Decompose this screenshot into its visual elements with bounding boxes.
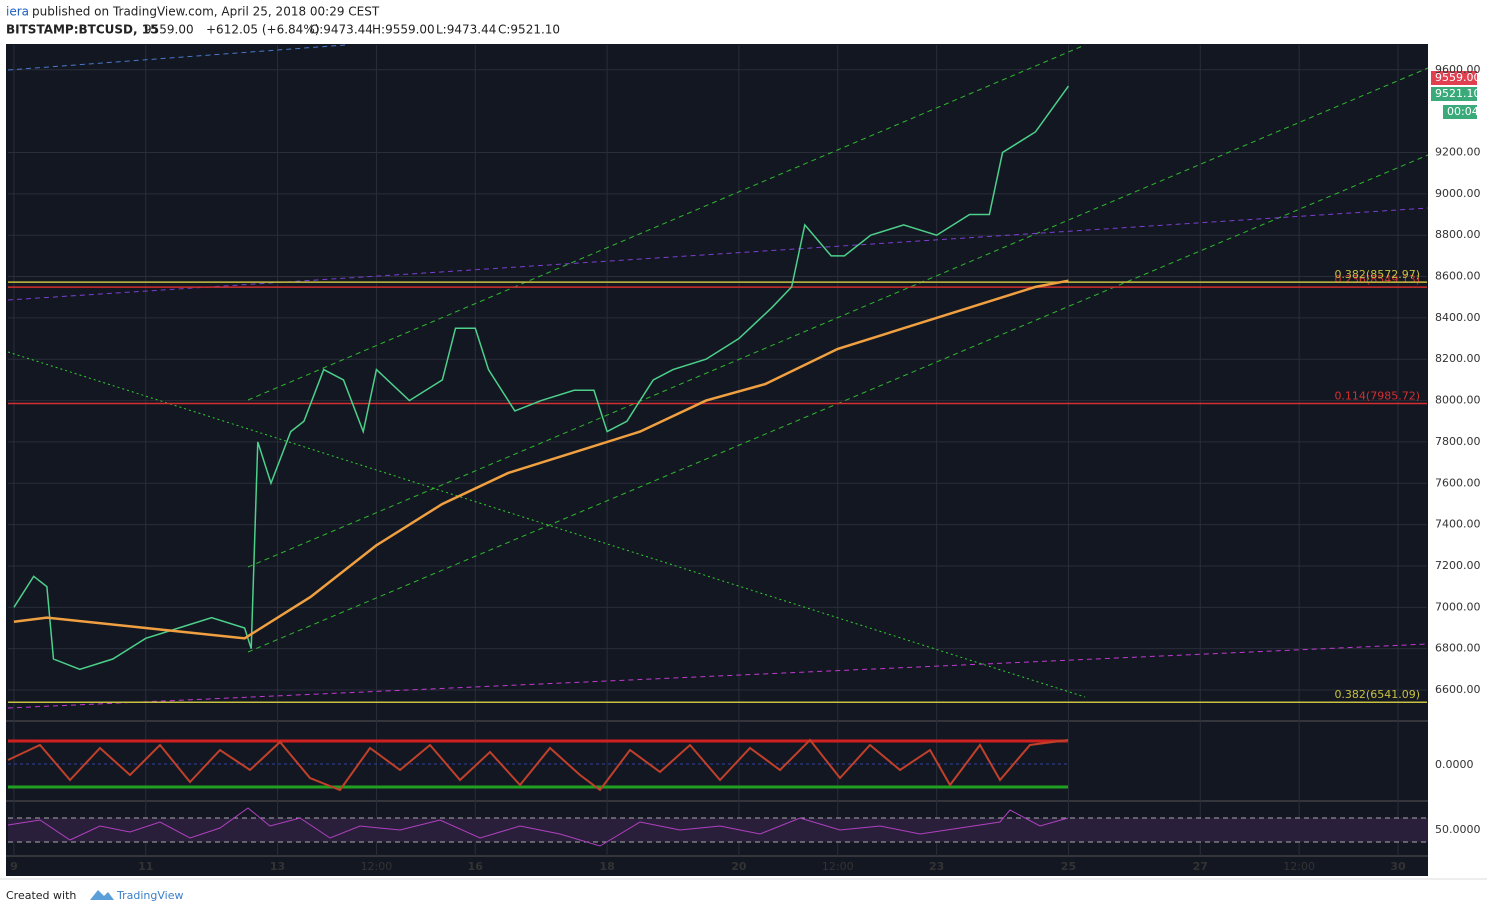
x-tick-label: 20 (731, 860, 747, 873)
x-tick-label: 9 (10, 860, 18, 873)
plot-area (6, 44, 1428, 876)
stoch-panel (7, 738, 1069, 792)
x-tick-label: 11 (138, 860, 153, 873)
y-tick-label: 9200.00 (1435, 146, 1481, 159)
y-tick-label: 7800.00 (1435, 435, 1481, 448)
y-tick-label: 8000.00 (1435, 394, 1481, 407)
close: C:9521.10 (498, 23, 560, 37)
last-price: 9559.00 (144, 23, 194, 37)
x-tick-label: 12:00 (361, 860, 393, 873)
y-tick-label: 7000.00 (1435, 600, 1481, 613)
y-tick-label: 8200.00 (1435, 352, 1481, 365)
y-tick-label: 6600.00 (1435, 683, 1481, 696)
y-tick-label: 7200.00 (1435, 559, 1481, 572)
grid (8, 45, 1427, 856)
x-tick-label: 12:00 (1283, 860, 1315, 873)
symbol: BITSTAMP:BTCUSD, 15 (6, 23, 158, 37)
y-tick-label: 8400.00 (1435, 311, 1481, 324)
x-tick-label: 25 (1061, 860, 1076, 873)
change: +612.05 (+6.84%) (206, 23, 319, 37)
y-tick-label: 7400.00 (1435, 518, 1481, 531)
open: O:9473.44 (310, 23, 373, 37)
stoch-axis-label: 0.0000 (1435, 758, 1474, 771)
high-tag: 9559.00 (1435, 71, 1481, 84)
fib-label: 0.382(8572.97) (1334, 268, 1420, 281)
y-tick-label: 7600.00 (1435, 476, 1481, 489)
price-tag (1431, 87, 1477, 101)
published: published on TradingView.com, April 25, … (32, 5, 380, 19)
high: H:9559.00 (372, 23, 435, 37)
footer-created: Created with (6, 889, 76, 902)
price-line (13, 85, 1070, 671)
price-tag (1431, 71, 1477, 85)
fib-label: 0.382(6541.09) (1334, 688, 1420, 701)
x-tick-label: 18 (599, 860, 614, 873)
countdown-tag: 00:04 (1447, 105, 1479, 118)
close-tag: 9521.10 (1435, 87, 1481, 100)
x-tick-label: 27 (1193, 860, 1208, 873)
x-tick-label: 13 (270, 860, 285, 873)
y-tick-label: 8800.00 (1435, 228, 1481, 241)
rsi-axis-label: 50.0000 (1435, 823, 1481, 836)
y-tick-label: 6800.00 (1435, 642, 1481, 655)
price-tag (1443, 105, 1477, 119)
low: L:9473.44 (436, 23, 496, 37)
rsi-panel (7, 807, 1428, 847)
price-line (13, 279, 1069, 640)
author[interactable]: iera (6, 5, 29, 19)
logo (90, 890, 114, 900)
fib-label: 0.114(7985.72) (1334, 390, 1420, 403)
x-tick-label: 12:00 (822, 860, 854, 873)
x-tick-label: 23 (929, 860, 944, 873)
y-tick-label: 9000.00 (1435, 187, 1481, 200)
x-tick-label: 16 (468, 860, 484, 873)
y-tick-label: 8600.00 (1435, 270, 1481, 283)
y-tick-label: 9600.00 (1435, 63, 1481, 76)
x-tick-label: 30 (1390, 860, 1406, 873)
footer-brand[interactable]: TradingView (116, 889, 183, 902)
